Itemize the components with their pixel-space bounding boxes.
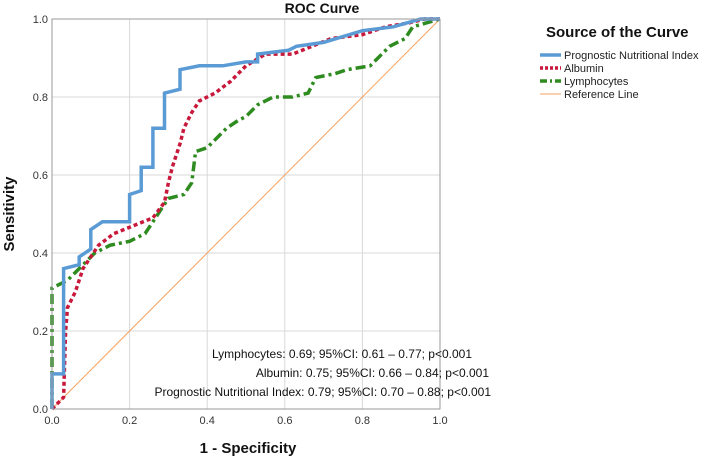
- legend-label-prognostic-nutritional-index: Prognostic Nutritional Index: [564, 50, 699, 62]
- y-tick-label: 1.0: [33, 14, 48, 26]
- x-tick-label: 0.6: [277, 415, 292, 427]
- x-tick-label: 1.0: [432, 415, 447, 427]
- series-line-prognostic-nutritional-index: [50, 17, 440, 409]
- annotation-pni: Prognostic Nutritional Index: 0.79; 95%C…: [154, 385, 491, 399]
- annotations: Lymphocytes: 0.69; 95%CI: 0.61 – 0.77; p…: [154, 347, 491, 399]
- y-tick-label: 0.0: [33, 404, 48, 416]
- y-tick-label: 0.2: [33, 326, 48, 338]
- series-layer: [50, 17, 441, 411]
- chart-title: ROC Curve: [285, 0, 360, 16]
- series-line-lymphocytes: [50, 17, 441, 409]
- y-axis-ticks: 0.0 0.2 0.4 0.6 0.8 1.0: [33, 14, 48, 416]
- y-tick-label: 0.6: [33, 170, 48, 182]
- x-tick-label: 0.0: [44, 415, 59, 427]
- legend: Source of the Curve Prognostic Nutrition…: [540, 24, 699, 101]
- legend-label-albumin: Albumin: [564, 63, 604, 75]
- y-tick-label: 0.4: [33, 248, 48, 260]
- x-tick-label: 0.4: [200, 415, 215, 427]
- series-line-reference-line: [51, 18, 441, 410]
- y-axis-title: Sensitivity: [1, 176, 18, 252]
- x-axis-ticks: 0.0 0.2 0.4 0.6 0.8 1.0: [44, 415, 447, 427]
- annotation-albumin: Albumin: 0.75; 95%CI: 0.66 – 0.84; p<0.0…: [256, 366, 489, 380]
- legend-label-reference-line: Reference Line: [564, 89, 639, 101]
- x-tick-label: 0.8: [355, 415, 370, 427]
- x-tick-label: 0.2: [122, 415, 137, 427]
- y-tick-label: 0.8: [33, 92, 48, 104]
- reference-line-layer: [51, 18, 441, 410]
- plot-frame: [51, 18, 441, 410]
- annotation-lymphocytes: Lymphocytes: 0.69; 95%CI: 0.61 – 0.77; p…: [212, 347, 472, 361]
- legend-title: Source of the Curve: [546, 24, 689, 41]
- legend-label-lymphocytes: Lymphocytes: [564, 76, 629, 88]
- x-axis-title: 1 - Specificity: [200, 440, 297, 457]
